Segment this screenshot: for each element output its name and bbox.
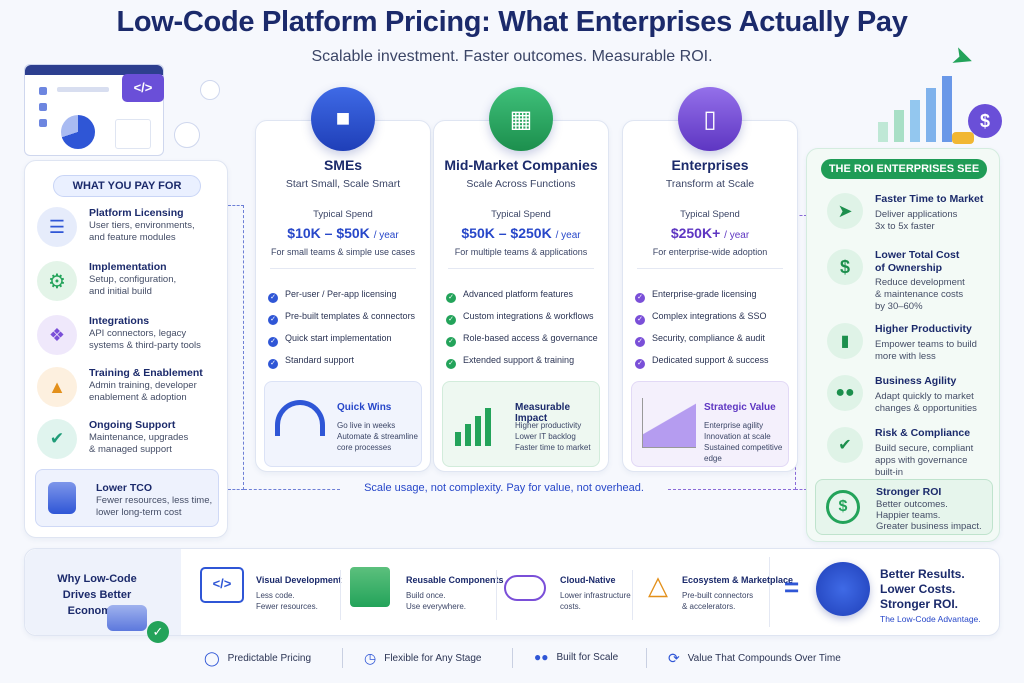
- feature-cloud-native: Cloud-Native Lower infrastructure costs.: [504, 567, 634, 627]
- rocket-icon: ➤: [827, 193, 863, 229]
- roi-item-time-to-market: ➤ Faster Time to Market Deliver applicat…: [817, 193, 995, 243]
- feature-ecosystem: △ Ecosystem & Marketplace Pre-built conn…: [636, 567, 793, 627]
- cost-item-licensing: ☰ Platform Licensing User tiers, environ…: [37, 207, 227, 257]
- gauge-icon: [275, 400, 325, 436]
- feature-reusable-components: Reusable Components Build once. Use ever…: [350, 567, 504, 627]
- graduation-cap-icon: ▲: [37, 367, 77, 407]
- skyscraper-icon: ▯: [678, 87, 742, 151]
- tier-price: $10K – $50K: [287, 225, 370, 241]
- cloud-icon: [504, 575, 546, 601]
- shield-icon: ◯: [204, 650, 220, 666]
- scale-tagline: Scale usage, not complexity. Pay for val…: [364, 482, 644, 494]
- tier-card-enterprises: ▯ Enterprises Transform at Scale Typical…: [622, 87, 798, 472]
- arrow-up-icon: ➤: [947, 39, 979, 75]
- tier-card-mid-market: ▦ Mid-Market Companies Scale Across Func…: [433, 87, 609, 472]
- tier-card-smes: ■ SMEs Start Small, Scale Smart Typical …: [255, 87, 431, 472]
- office-building-icon: ▦: [489, 87, 553, 151]
- what-you-pay-panel: WHAT YOU PAY FOR ☰ Platform Licensing Us…: [24, 160, 228, 538]
- cost-item-implementation: ⚙ Implementation Setup, configuration, a…: [37, 261, 227, 311]
- bar-chart-icon: ▮: [827, 323, 863, 359]
- result-subtitle: The Low-Code Advantage.: [880, 614, 981, 624]
- shield-icon: ✔: [827, 427, 863, 463]
- arrow-line-left: [244, 489, 340, 490]
- building-icon: ■: [311, 87, 375, 151]
- panel-header: THE ROI ENTERPRISES SEE: [821, 159, 987, 179]
- feature-visual-dev: </> Visual Development Less code. Fewer …: [200, 567, 341, 627]
- roi-item-productivity: ▮ Higher Productivity Empower teams to b…: [817, 323, 995, 373]
- roi-item-tco: $ Lower Total Cost of Ownership Reduce d…: [817, 249, 995, 312]
- code-window-icon: </>: [200, 567, 244, 603]
- panel-header: WHAT YOU PAY FOR: [53, 175, 201, 197]
- result-text: Better Results. Lower Costs. Stronger RO…: [880, 567, 965, 611]
- shield-check-icon: ✔: [37, 419, 77, 459]
- page-subtitle: Scalable investment. Faster outcomes. Me…: [311, 48, 713, 65]
- footer-predictable: ◯ Predictable Pricing: [204, 650, 312, 666]
- puzzle-icon: ❖: [37, 315, 77, 355]
- measurable-impact-box: Measurable Impact Higher productivity Lo…: [442, 381, 600, 467]
- result-chart-icon: [816, 562, 870, 616]
- tco-box: Lower TCO Fewer resources, less time, lo…: [35, 469, 219, 527]
- stronger-roi-box: $ Stronger ROI Better outcomes. Happier …: [815, 479, 993, 535]
- cost-item-training: ▲ Training & Enablement Admin training, …: [37, 367, 227, 417]
- strategic-value-box: Strategic Value Enterprise agility Innov…: [631, 381, 789, 467]
- connector-left: [228, 205, 244, 490]
- dollar-icon: $: [827, 249, 863, 285]
- database-down-icon: [48, 482, 76, 514]
- quick-wins-box: Quick Wins Go live in weeks Automate & s…: [264, 381, 422, 467]
- dashboard-illustration: </>: [24, 64, 224, 160]
- cost-item-support: ✔ Ongoing Support Maintenance, upgrades …: [37, 419, 227, 469]
- footer-scale: ●● Built for Scale: [534, 650, 619, 664]
- tier-price: $250K+: [670, 225, 721, 241]
- arrow-line-right: [668, 489, 796, 490]
- roi-item-compliance: ✔ Risk & Compliance Build secure, compli…: [817, 427, 995, 478]
- roi-panel: THE ROI ENTERPRISES SEE ➤ Faster Time to…: [806, 148, 1000, 542]
- database-check-icon: [107, 605, 147, 631]
- people-icon: ●●: [534, 650, 549, 664]
- growth-circle-icon: ⟳: [668, 650, 680, 666]
- dollar-coin-icon: $: [968, 104, 1002, 138]
- gear-icon: ⚙: [37, 261, 77, 301]
- cost-item-integrations: ❖ Integrations API connectors, legacy sy…: [37, 315, 227, 365]
- growth-illustration: ➤ $: [840, 39, 1010, 150]
- cloud-icon: [174, 122, 200, 148]
- equals-sign: =: [784, 572, 800, 602]
- people-icon: ●●: [827, 375, 863, 411]
- page-title: Low-Code Platform Pricing: What Enterpri…: [116, 6, 908, 38]
- code-icon: </>: [122, 74, 164, 102]
- cubes-icon: [350, 567, 390, 607]
- database-icon: [200, 80, 220, 100]
- clock-icon: ◷: [364, 650, 377, 666]
- network-icon: △: [648, 570, 668, 600]
- tier-price: $50K – $250K: [461, 225, 552, 241]
- why-label-box: [25, 549, 181, 635]
- growth-chart-icon: [455, 432, 461, 446]
- dollar-cycle-icon: $: [826, 490, 860, 524]
- trend-chart-icon: [642, 398, 696, 448]
- footer-compounds: ⟳ Value That Compounds Over Time: [668, 650, 841, 666]
- footer-flexible: ◷ Flexible for Any Stage: [364, 650, 482, 666]
- document-icon: ☰: [37, 207, 77, 247]
- roi-item-agility: ●● Business Agility Adapt quickly to mar…: [817, 375, 995, 425]
